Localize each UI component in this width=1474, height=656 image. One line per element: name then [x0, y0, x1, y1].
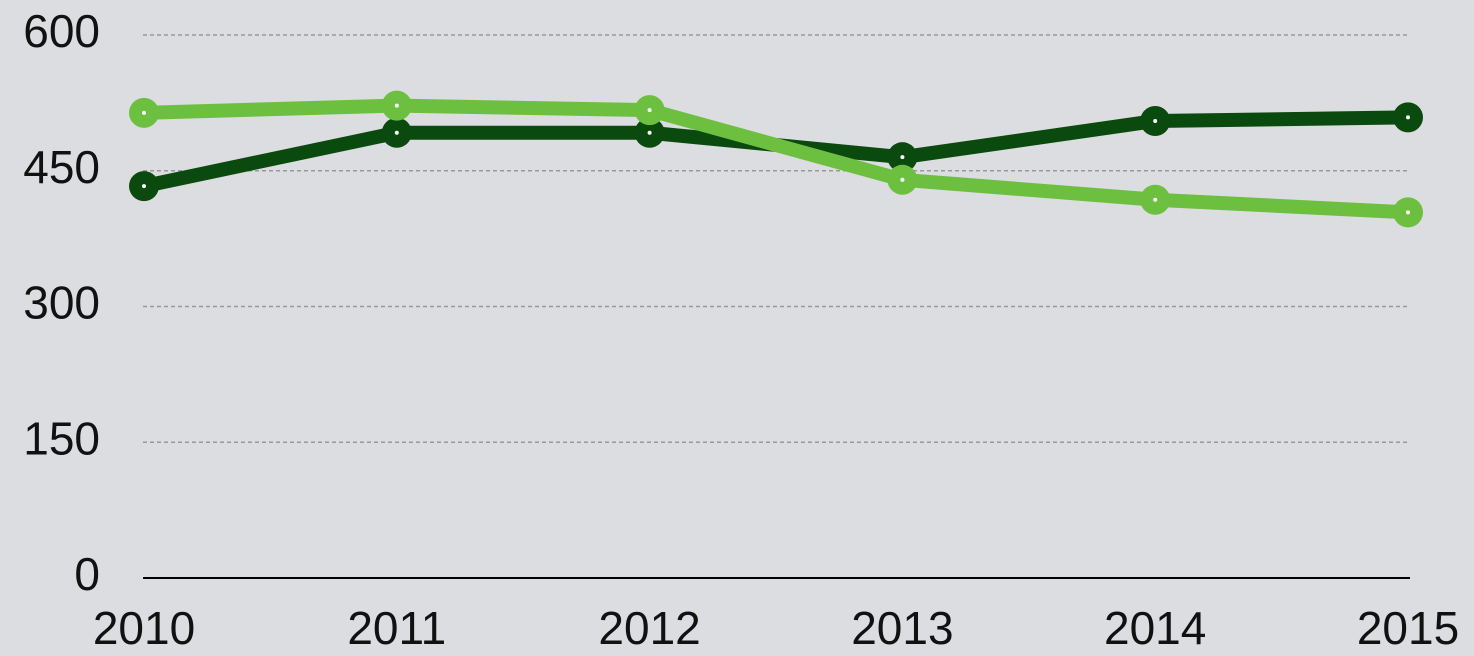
y-tick-label: 0 — [74, 548, 100, 600]
point-dot — [647, 108, 652, 113]
series-line — [143, 98, 1409, 220]
x-tick-label: 2011 — [347, 602, 446, 654]
y-tick-label: 300 — [23, 277, 100, 329]
point-dot — [394, 130, 399, 135]
x-tick-label: 2010 — [93, 602, 195, 654]
point-dot — [1153, 118, 1158, 123]
x-tick-label: 2015 — [1357, 602, 1459, 654]
y-tick-label: 600 — [23, 5, 100, 57]
point-dot — [142, 184, 146, 189]
point-dot — [394, 103, 399, 108]
point-dot — [1406, 210, 1410, 215]
point-dot — [900, 155, 905, 160]
x-tick-label: 2014 — [1104, 602, 1206, 654]
y-tick-label: 150 — [23, 412, 100, 464]
x-tick-label: 2012 — [598, 602, 700, 654]
point-dot — [647, 130, 652, 135]
x-tick-label: 2013 — [851, 602, 953, 654]
point-dot — [142, 110, 146, 115]
y-tick-label: 450 — [23, 141, 100, 193]
point-dot — [1153, 197, 1158, 202]
point-dot — [1406, 115, 1410, 120]
point-dot — [900, 177, 905, 182]
